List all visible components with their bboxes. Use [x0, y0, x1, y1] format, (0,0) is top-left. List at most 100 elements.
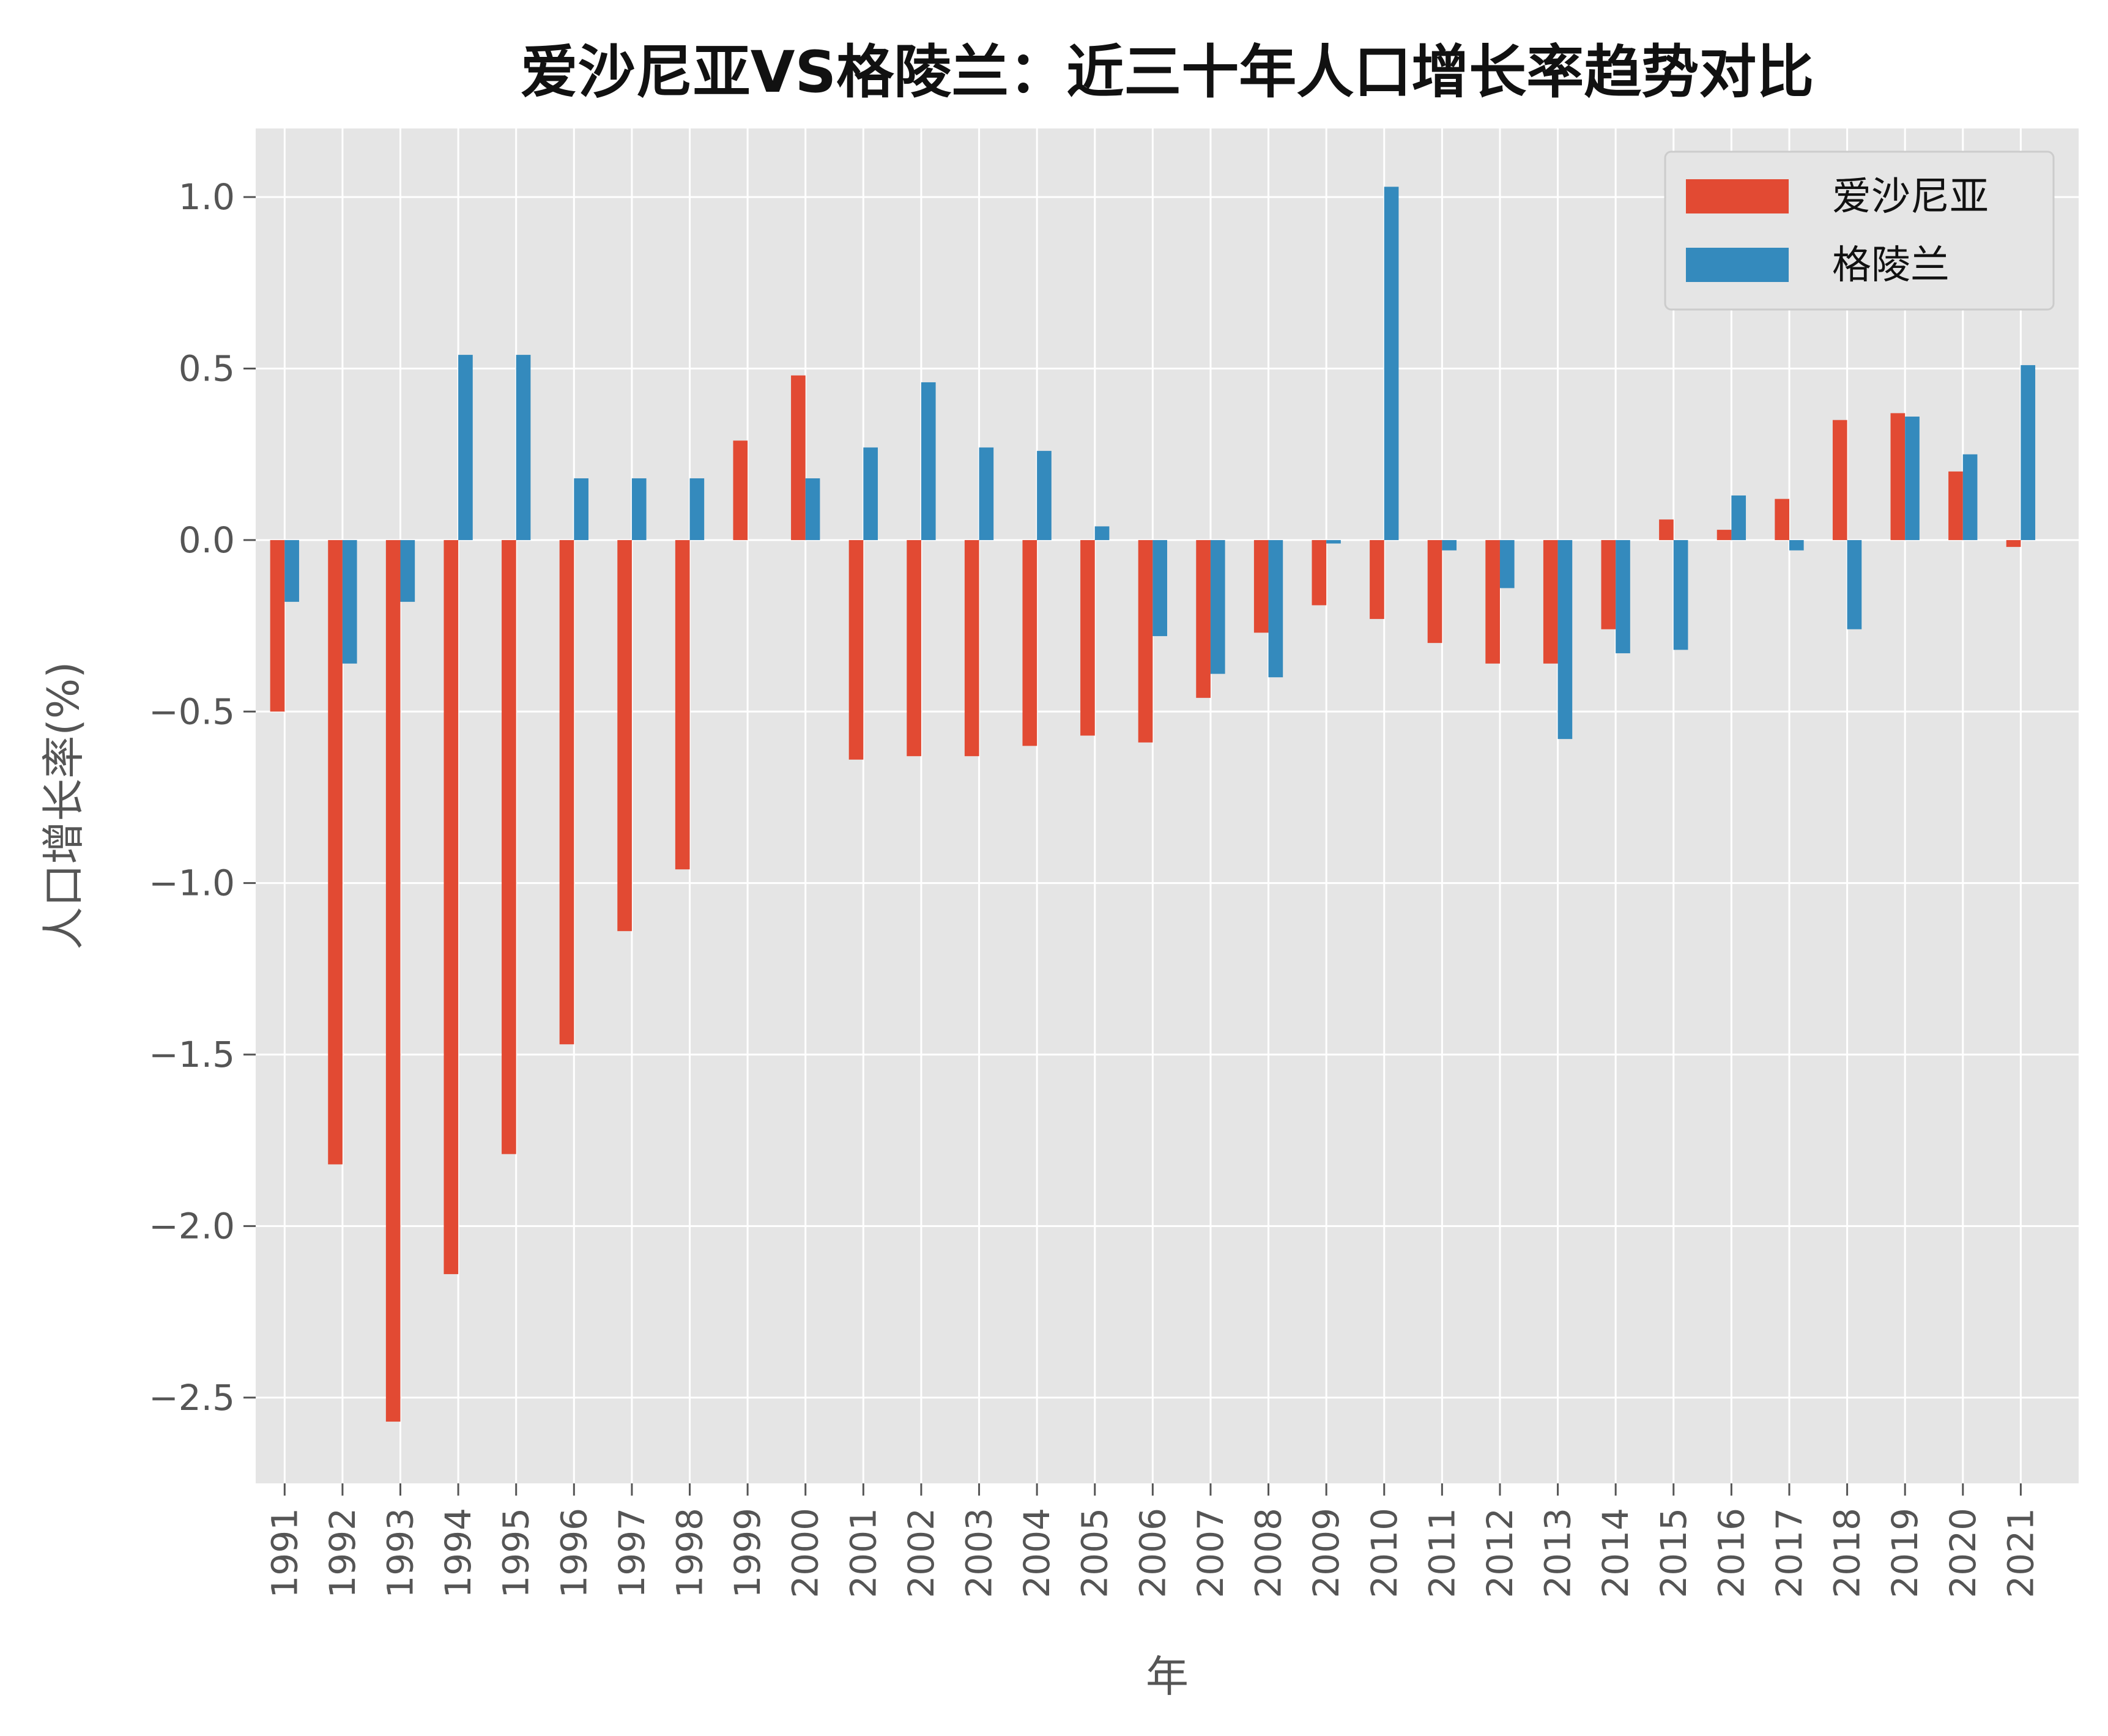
bar-estonia-2009	[1312, 540, 1327, 606]
bar-greenland-2000	[806, 478, 820, 540]
bar-greenland-2008	[1269, 540, 1283, 677]
x-tick-label: 2008	[1248, 1508, 1290, 1598]
bar-greenland-2014	[1616, 540, 1630, 653]
bar-estonia-1995	[502, 540, 516, 1154]
x-tick-label: 2019	[1884, 1508, 1926, 1598]
bar-greenland-2009	[1326, 540, 1341, 544]
x-tick-label: 2004	[1016, 1508, 1058, 1598]
x-tick-label: 1993	[380, 1508, 421, 1598]
x-tick-label: 2002	[900, 1508, 942, 1598]
y-tick-label: −1.5	[149, 1034, 235, 1075]
bar-estonia-2008	[1254, 540, 1269, 632]
bar-greenland-2016	[1731, 495, 1746, 540]
legend-label-greenland: 格陵兰	[1832, 243, 1950, 288]
x-tick-label: 2000	[785, 1508, 826, 1598]
bar-greenland-2007	[1211, 540, 1225, 674]
y-tick-label: 0.5	[179, 348, 235, 390]
y-tick-label: 0.0	[179, 519, 235, 561]
bar-greenland-1995	[516, 355, 531, 540]
bar-estonia-2015	[1659, 519, 1674, 540]
bar-estonia-2021	[2006, 540, 2021, 547]
bar-estonia-2005	[1080, 540, 1095, 736]
bar-estonia-2013	[1543, 540, 1558, 664]
bar-estonia-2010	[1370, 540, 1384, 619]
bar-greenland-2017	[1789, 540, 1804, 551]
legend-label-estonia: 爱沙尼亚	[1832, 174, 1989, 220]
bar-greenland-1996	[574, 478, 588, 540]
bar-greenland-2004	[1037, 451, 1052, 540]
bar-estonia-2006	[1138, 540, 1153, 743]
x-tick-label: 2006	[1132, 1508, 1173, 1598]
x-tick-label: 2009	[1305, 1508, 1347, 1598]
x-tick-label: 1994	[437, 1508, 479, 1598]
bar-greenland-2012	[1500, 540, 1515, 588]
bar-estonia-2003	[965, 540, 979, 756]
y-tick-label: 1.0	[179, 176, 235, 218]
chart-title: 爱沙尼亚VS格陵兰：近三十年人口增长率趋势对比	[521, 39, 1814, 106]
bar-estonia-2002	[907, 540, 921, 756]
bar-estonia-1992	[328, 540, 343, 1165]
y-tick-label: −0.5	[149, 691, 235, 732]
x-axis-label: 年	[1146, 1652, 1189, 1702]
x-tick-label: 1992	[322, 1508, 363, 1598]
legend-swatch-greenland	[1686, 248, 1789, 282]
bar-greenland-1991	[284, 540, 299, 602]
x-tick-label: 2016	[1710, 1508, 1752, 1598]
plot-area	[256, 128, 2079, 1483]
x-tick-label: 2003	[959, 1508, 1000, 1598]
y-tick-label: −1.0	[149, 862, 235, 904]
x-tick-label: 1995	[495, 1508, 537, 1598]
bar-estonia-2018	[1833, 420, 1847, 540]
bar-estonia-1991	[270, 540, 285, 711]
bar-greenland-2021	[2021, 365, 2035, 540]
x-tick-label: 1996	[553, 1508, 595, 1598]
bar-estonia-2007	[1196, 540, 1211, 698]
bar-estonia-2020	[1948, 472, 1963, 540]
x-tick-label: 1999	[727, 1508, 768, 1598]
legend-swatch-estonia	[1686, 179, 1789, 213]
bar-greenland-2010	[1384, 187, 1399, 540]
bar-greenland-2018	[1847, 540, 1862, 629]
x-axis-ticks: 1991 1992 1993 1994 1995 1996 1997 1998 1999 2000…	[264, 1483, 2041, 1598]
x-tick-label: 2012	[1479, 1508, 1521, 1598]
bar-greenland-1992	[343, 540, 357, 664]
legend: 爱沙尼亚 格陵兰	[1665, 152, 2054, 310]
bar-greenland-2015	[1674, 540, 1688, 650]
x-tick-label: 2005	[1074, 1508, 1116, 1598]
bar-estonia-2011	[1428, 540, 1442, 643]
bar-estonia-2001	[849, 540, 864, 760]
bar-greenland-2011	[1442, 540, 1457, 551]
x-tick-label: 1991	[264, 1508, 305, 1598]
x-tick-label: 2021	[2000, 1508, 2041, 1598]
bar-estonia-1996	[560, 540, 574, 1044]
bar-estonia-2012	[1485, 540, 1500, 664]
y-tick-label: −2.5	[149, 1377, 235, 1419]
bar-estonia-2004	[1022, 540, 1037, 746]
bar-estonia-1997	[617, 540, 632, 931]
bar-greenland-1993	[401, 540, 415, 602]
x-tick-label: 1998	[669, 1508, 711, 1598]
x-tick-label: 2011	[1421, 1508, 1463, 1598]
bar-greenland-2001	[863, 448, 878, 540]
bar-greenland-1997	[632, 478, 647, 540]
bar-greenland-2003	[979, 448, 994, 540]
x-tick-label: 1997	[611, 1508, 653, 1598]
bar-estonia-1994	[443, 540, 458, 1274]
bar-greenland-2013	[1558, 540, 1573, 739]
bar-greenland-2002	[921, 382, 936, 540]
bar-estonia-1993	[386, 540, 401, 1422]
x-tick-label: 2018	[1827, 1508, 1868, 1598]
x-tick-label: 2020	[1942, 1508, 1984, 1598]
bar-estonia-1999	[733, 440, 748, 540]
bar-estonia-1998	[675, 540, 690, 869]
x-tick-label: 2017	[1768, 1508, 1810, 1598]
bar-greenland-2019	[1905, 417, 1920, 540]
bar-estonia-2014	[1601, 540, 1616, 629]
bar-estonia-2000	[791, 376, 806, 540]
bar-estonia-2019	[1891, 413, 1906, 540]
x-tick-label: 2007	[1190, 1508, 1231, 1598]
bar-greenland-1998	[690, 478, 705, 540]
bar-estonia-2017	[1775, 499, 1789, 540]
x-tick-label: 2015	[1653, 1508, 1694, 1598]
